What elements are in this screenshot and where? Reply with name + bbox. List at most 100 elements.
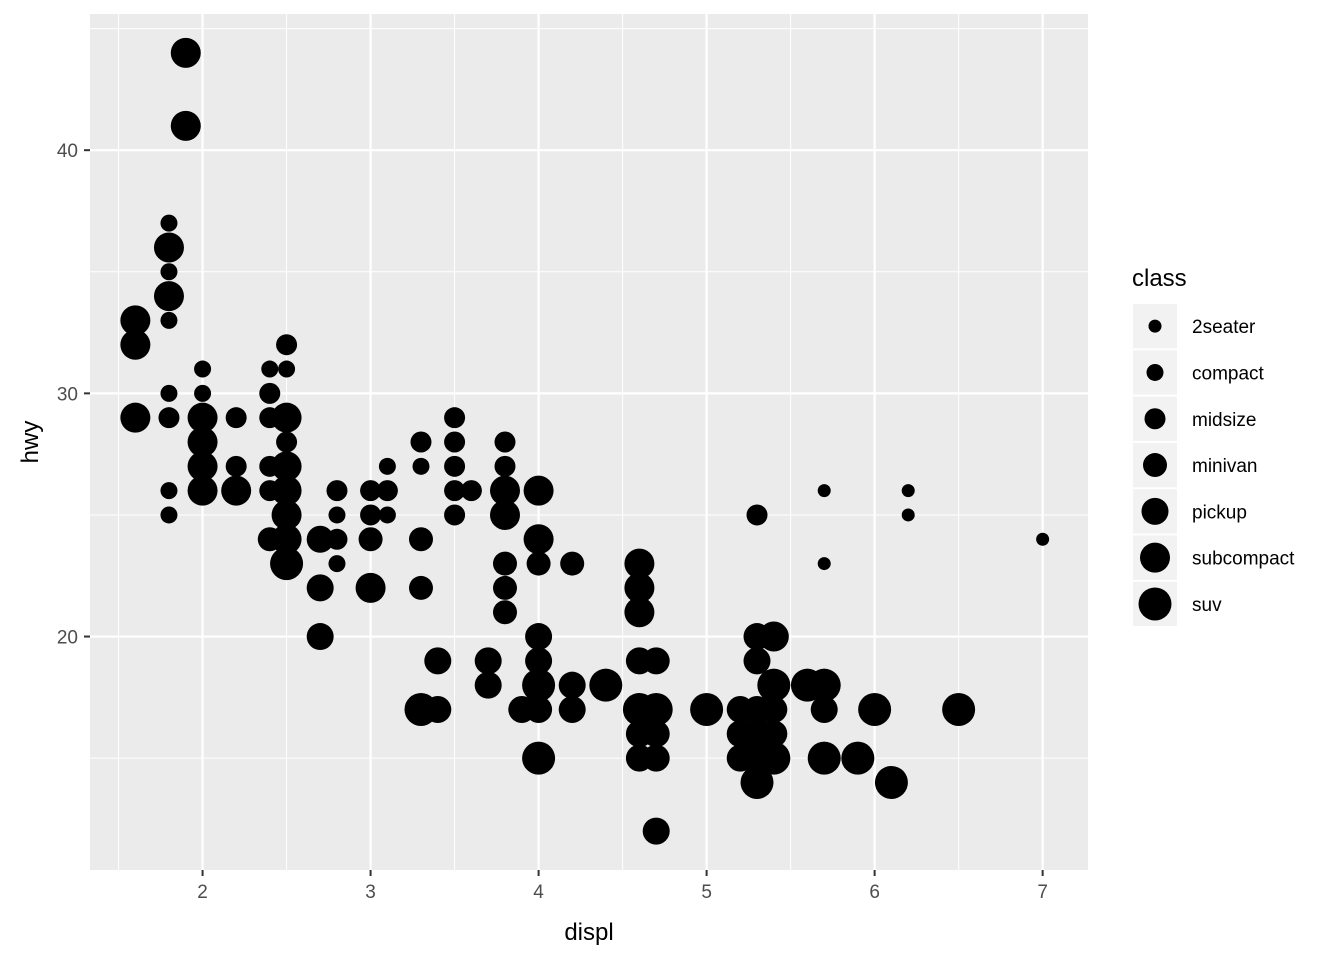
data-point-compact — [194, 384, 212, 402]
data-point-minivan — [492, 600, 517, 625]
data-point-compact — [160, 263, 178, 281]
data-point-2seater — [901, 484, 915, 498]
data-point-suv — [690, 693, 724, 726]
data-point-midsize — [376, 480, 398, 502]
data-point-pickup — [474, 647, 502, 675]
legend-items: 2seater compact midsize minivan pickup subcom… — [1133, 304, 1295, 627]
y-axis: 20 30 40 — [57, 141, 90, 649]
legend-label-minivan: minivan — [1192, 456, 1257, 477]
data-point-minivan — [358, 527, 383, 552]
data-point-suv — [270, 547, 304, 581]
legend-label-suv: suv — [1192, 595, 1222, 616]
data-point-subcompact — [187, 475, 218, 506]
data-point-suv — [639, 693, 673, 726]
data-point-suv — [522, 741, 556, 775]
x-axis-title: displ — [564, 919, 613, 946]
data-point-pickup — [525, 696, 553, 723]
data-point-compact — [160, 214, 178, 232]
data-point-suv — [807, 668, 841, 702]
data-point-suv — [942, 693, 976, 726]
data-point-midsize — [360, 504, 382, 526]
data-point-midsize — [276, 431, 298, 453]
legend-key-compact — [1146, 363, 1164, 381]
data-point-minivan — [560, 551, 585, 576]
data-point-subcompact — [153, 232, 184, 263]
data-point-midsize — [259, 382, 281, 404]
y-tick-label: 40 — [57, 141, 78, 162]
grid-major — [90, 14, 1088, 870]
data-point-suv — [874, 765, 908, 799]
y-axis-title: hwy — [17, 421, 44, 464]
points-layer — [120, 37, 1050, 845]
legend-label-2seater: 2seater — [1192, 317, 1256, 338]
data-point-midsize — [225, 407, 247, 429]
data-point-subcompact — [355, 572, 386, 603]
data-point-2seater — [817, 484, 831, 498]
data-point-suv — [807, 741, 841, 775]
data-point-subcompact — [271, 475, 302, 506]
legend-label-pickup: pickup — [1192, 502, 1247, 523]
data-point-midsize — [444, 504, 466, 526]
data-point-midsize — [444, 480, 466, 502]
data-point-subcompact — [271, 451, 302, 482]
data-point-pickup — [810, 696, 838, 723]
data-point-subcompact — [120, 329, 151, 360]
data-point-subcompact — [624, 572, 655, 603]
y-tick-label: 30 — [57, 384, 78, 405]
data-point-compact — [160, 506, 178, 524]
data-point-subcompact — [120, 305, 151, 336]
data-point-minivan — [408, 575, 433, 600]
data-point-pickup — [306, 525, 334, 553]
data-point-minivan — [408, 527, 433, 552]
x-tick-label: 7 — [1037, 882, 1048, 903]
data-point-compact — [412, 457, 430, 475]
data-point-suv — [858, 693, 892, 726]
legend-key-midsize — [1144, 408, 1166, 430]
x-tick-label: 3 — [365, 882, 376, 903]
legend-label-midsize: midsize — [1192, 410, 1256, 431]
data-point-compact — [261, 360, 279, 378]
data-point-compact — [278, 360, 296, 378]
data-point-midsize — [494, 455, 516, 477]
data-point-subcompact — [489, 475, 520, 506]
data-point-subcompact — [624, 597, 655, 628]
legend-label-compact: compact — [1192, 363, 1265, 384]
data-point-compact — [328, 555, 346, 573]
y-tick-label: 20 — [57, 628, 78, 649]
data-point-midsize — [360, 480, 382, 502]
data-point-pickup — [525, 647, 553, 675]
data-point-suv — [740, 717, 774, 751]
data-point-subcompact — [271, 499, 302, 530]
x-tick-label: 2 — [197, 882, 208, 903]
data-point-subcompact — [271, 524, 302, 555]
data-point-subcompact — [170, 110, 201, 141]
data-point-subcompact — [758, 621, 789, 652]
data-point-pickup — [760, 696, 788, 723]
data-point-midsize — [460, 480, 482, 502]
data-point-pickup — [558, 671, 586, 699]
data-point-pickup — [306, 623, 334, 651]
data-point-subcompact — [120, 402, 151, 433]
data-point-pickup — [558, 696, 586, 723]
data-point-midsize — [276, 334, 298, 356]
data-point-compact — [378, 506, 396, 524]
legend-key-suv — [1138, 587, 1172, 621]
data-point-minivan — [492, 575, 517, 600]
plot-panel — [90, 14, 1088, 870]
legend-label-subcompact: subcompact — [1192, 549, 1295, 570]
legend: class 2seater compact midsize minivan pickup… — [1132, 265, 1295, 627]
x-tick-label: 4 — [533, 882, 544, 903]
data-point-suv — [841, 741, 875, 775]
data-point-subcompact — [523, 475, 554, 506]
data-point-subcompact — [187, 451, 218, 482]
data-point-suv — [757, 741, 791, 775]
data-point-pickup — [424, 647, 452, 675]
data-point-midsize — [444, 431, 466, 453]
data-point-compact — [160, 482, 178, 500]
data-point-midsize — [225, 455, 247, 477]
legend-title: class — [1132, 265, 1187, 292]
data-point-midsize — [326, 480, 348, 502]
data-point-2seater — [1036, 532, 1050, 546]
data-point-midsize — [410, 431, 432, 453]
